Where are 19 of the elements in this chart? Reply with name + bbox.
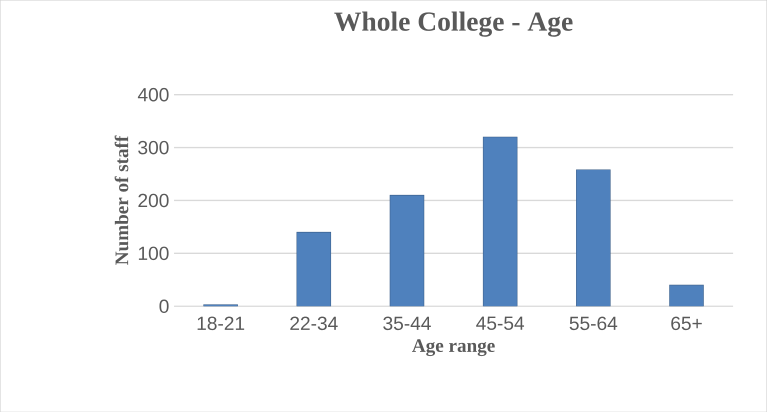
y-tick-label: 0	[159, 299, 169, 313]
y-tick-label: 100	[138, 246, 169, 260]
x-tick-label: 65+	[671, 316, 702, 330]
bar	[296, 232, 332, 306]
x-tick-label: 18-21	[198, 316, 244, 330]
x-axis-title: Age range	[412, 339, 495, 356]
bar	[390, 194, 424, 306]
x-tick-label: 35-44	[383, 316, 431, 330]
chart-title: Whole College - Age	[334, 11, 573, 37]
bar	[576, 169, 611, 306]
bar	[669, 284, 704, 306]
y-tick-label: 300	[138, 140, 169, 154]
x-tick-label: 22-34	[290, 316, 338, 330]
y-axis-title: Number of staff	[114, 135, 128, 265]
y-tick-label: 400	[138, 88, 169, 102]
bar	[482, 136, 518, 306]
x-tick-label: 55-64	[570, 316, 618, 330]
y-tick-label: 200	[138, 194, 169, 208]
x-tick-label: 45-54	[476, 316, 524, 330]
